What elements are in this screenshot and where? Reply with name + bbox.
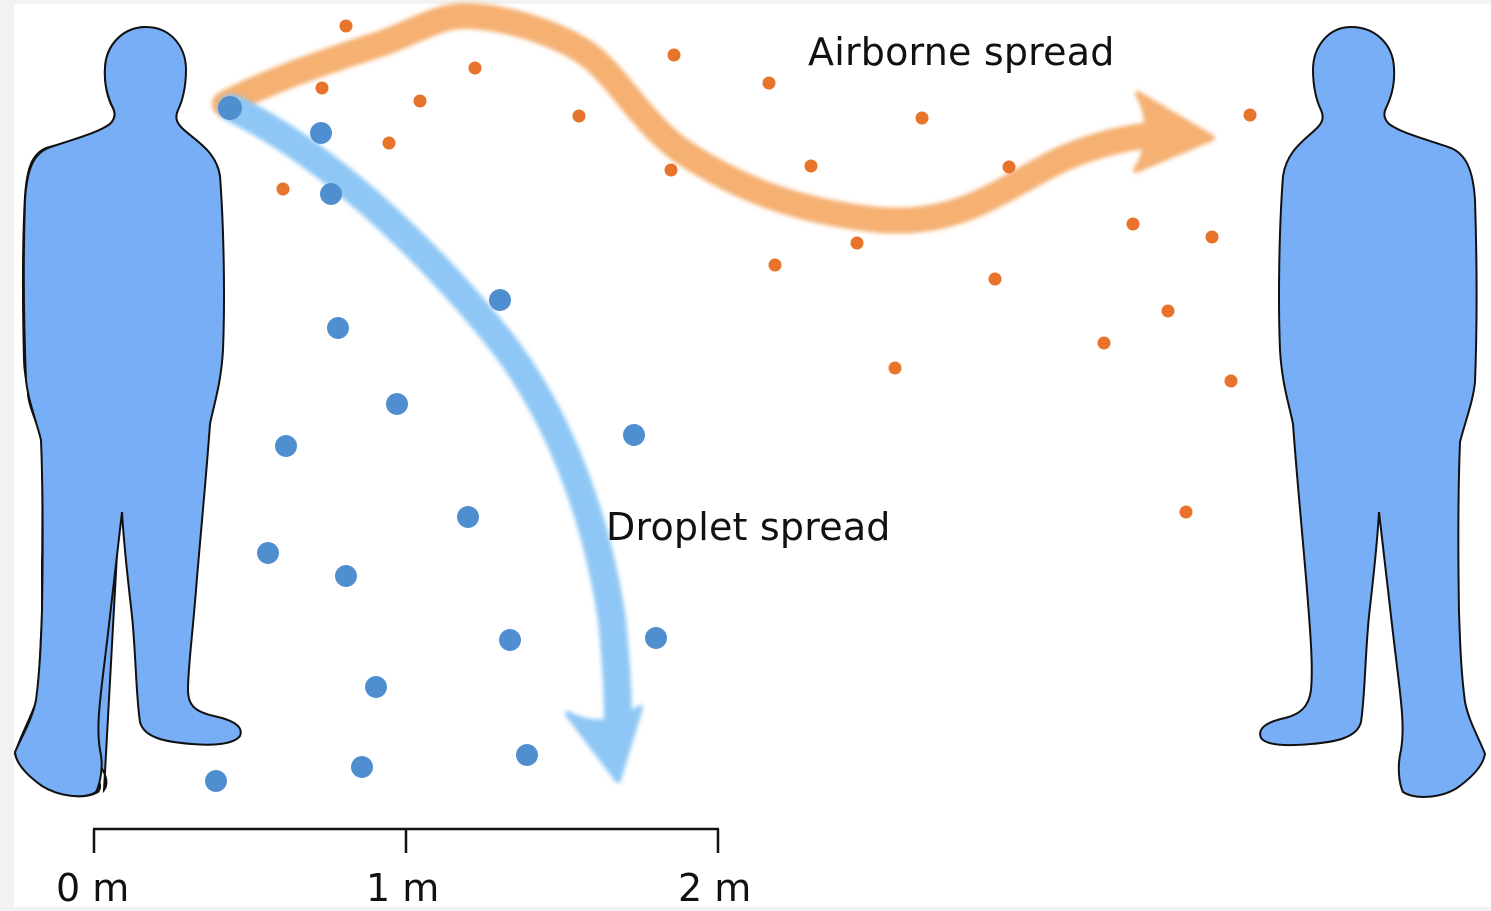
droplet-particle [489,289,511,311]
droplet-particle [320,183,342,205]
aerosol-particle [1225,375,1238,388]
droplet-particle [275,435,297,457]
droplet-particle [457,506,479,528]
scale-label-2m: 2 m [678,866,751,910]
droplet-particle [365,676,387,698]
aerosol-particle [989,273,1002,286]
distance-scale-bar [93,829,719,853]
aerosol-particle [573,110,586,123]
droplet-particle [335,565,357,587]
aerosol-particle [1206,231,1219,244]
scale-label-0m: 0 m [56,866,129,910]
aerosol-particle [414,95,427,108]
aerosol-particle [769,259,782,272]
aerosol-particle [383,137,396,150]
aerosol-particle [916,112,929,125]
aerosol-particle [1127,218,1140,231]
aerosol-particle [277,183,290,196]
person-right-icon [1260,27,1485,797]
droplet-particle [499,629,521,651]
aerosol-particle [805,160,818,173]
aerosol-particle [1003,161,1016,174]
scale-label-1m: 1 m [366,866,439,910]
aerosol-particle [1244,109,1257,122]
droplet-particle [386,393,408,415]
aerosol-particle [1098,337,1111,350]
aerosol-particle [316,82,329,95]
droplet-particle [310,122,332,144]
aerosol-particle [763,77,776,90]
aerosol-particle [668,49,681,62]
droplet-particle [645,627,667,649]
aerosol-particle [889,362,902,375]
droplet-particles [205,96,667,792]
droplet-particle [623,424,645,446]
droplet-particle [327,317,349,339]
droplet-spread-label: Droplet spread [606,505,891,549]
droplet-particle [516,744,538,766]
aerosol-particle [665,164,678,177]
aerosol-particle [469,62,482,75]
droplet-particle [205,770,227,792]
droplet-particle [218,96,242,120]
aerosol-particle [340,20,353,33]
aerosol-particle [1162,305,1175,318]
droplet-particle [257,542,279,564]
droplet-particle [351,756,373,778]
aerosol-particle [851,237,864,250]
person-left-main [15,27,241,796]
aerosol-particle [1180,506,1193,519]
airborne-spread-label: Airborne spread [808,30,1115,74]
